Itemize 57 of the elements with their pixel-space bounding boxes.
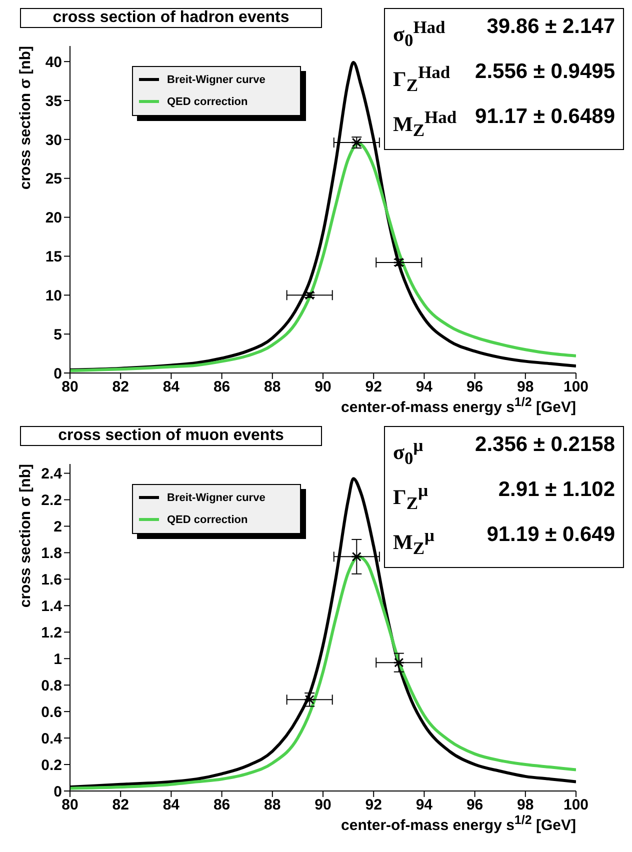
x-tick-label: 94: [416, 796, 434, 814]
x-tick-label: 100: [563, 796, 589, 814]
legend-label: Breit-Wigner curve: [167, 492, 266, 504]
y-tick-label: 0.2: [41, 756, 62, 774]
y-tick-label: 0.8: [41, 677, 62, 694]
y-axis-title: cross section σ [nb]: [17, 464, 34, 608]
point: [350, 552, 362, 562]
x-tick-label: 98: [517, 378, 534, 396]
x-tick-label: 88: [264, 378, 281, 396]
chart-title: cross section of hadron events: [20, 8, 322, 28]
y-tick-label: 2.4: [41, 466, 63, 483]
y-tick-label: 1.8: [41, 545, 62, 562]
y-tick-label: 30: [45, 132, 62, 149]
y-tick-label: 0: [54, 783, 62, 800]
x-tick-label: 94: [416, 378, 434, 396]
y-tick-label: 35: [45, 92, 62, 110]
x-tick-label: 86: [213, 378, 230, 396]
x-tick-label: 86: [213, 796, 230, 814]
legend-label: QED correction: [167, 514, 248, 526]
y-tick-label: 1.6: [41, 572, 62, 589]
x-tick-label: 90: [314, 378, 332, 396]
x-tick-label: 80: [62, 796, 78, 814]
y-axis-title: cross section σ [nb]: [17, 46, 34, 190]
x-tick-label: 82: [112, 796, 129, 814]
y-tick-label: 0: [54, 365, 62, 382]
x-tick-label: 82: [112, 378, 129, 396]
y-tick-label: 5: [54, 326, 62, 344]
y-tick-label: 2: [54, 518, 62, 536]
x-tick-label: 96: [466, 796, 484, 814]
x-tick-label: 84: [162, 796, 180, 814]
y-tick-label: 1: [54, 650, 62, 668]
x-tick-label: 100: [563, 378, 589, 396]
y-tick-label: 20: [45, 210, 62, 227]
x-tick-label: 92: [365, 378, 382, 396]
x-tick-label: 88: [264, 796, 281, 814]
x-tick-label: 84: [162, 378, 180, 396]
point: [304, 694, 316, 704]
y-tick-label: 2.2: [41, 492, 62, 510]
x-tick-label: 96: [466, 378, 484, 396]
x-axis-title: center-of-mass energy s$^{1/2}$ [GeV]: [341, 395, 576, 416]
y-tick-label: 15: [45, 248, 62, 266]
x-tick-label: 90: [314, 796, 332, 814]
y-tick-label: 40: [45, 54, 62, 71]
y-tick-label: 10: [45, 287, 62, 304]
legend-label: Breit-Wigner curve: [167, 74, 266, 86]
y-tick-label: 25: [45, 170, 62, 188]
y-tick-label: 0.6: [41, 704, 62, 721]
y-tick-label: 0.4: [41, 730, 63, 748]
x-tick-label: 92: [365, 796, 382, 814]
x-tick-label: 80: [62, 378, 78, 396]
legend-label: QED correction: [167, 96, 248, 108]
chart-title: cross section of muon events: [20, 426, 322, 446]
x-axis-title: center-of-mass energy s$^{1/2}$ [GeV]: [341, 813, 576, 834]
x-tick-label: 98: [517, 796, 534, 814]
y-tick-label: 1.2: [41, 624, 62, 642]
y-tick-label: 1.4: [41, 598, 63, 615]
point: [393, 658, 405, 668]
